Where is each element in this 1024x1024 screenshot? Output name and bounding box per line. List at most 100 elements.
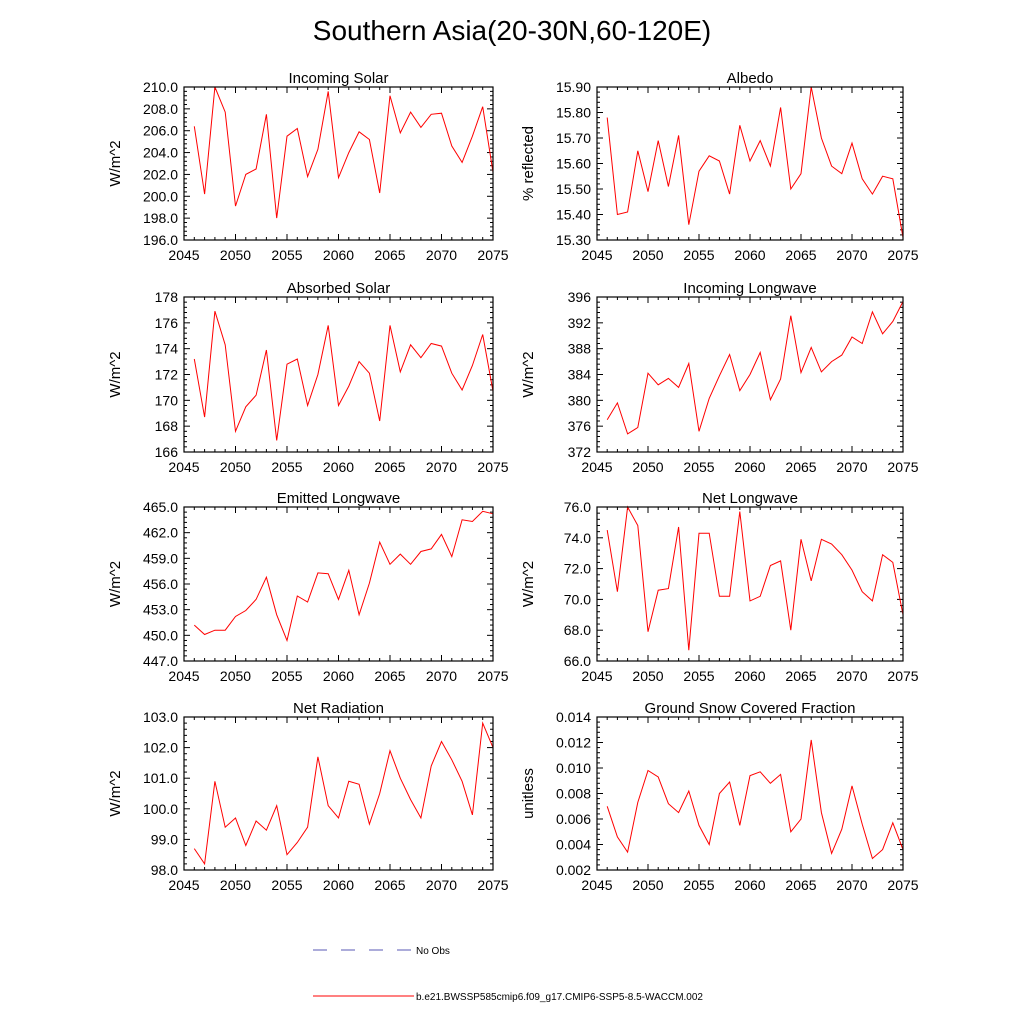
- x-tick-label: 2065: [374, 877, 405, 893]
- x-tick-label: 2065: [374, 668, 405, 684]
- y-axis-label: W/m^2: [107, 770, 124, 816]
- y-tick-label: 15.50: [556, 181, 591, 197]
- data-point: [637, 427, 638, 428]
- data-point: [617, 836, 618, 837]
- data-point: [790, 630, 791, 631]
- x-tick-label: 2070: [426, 668, 457, 684]
- y-tick-label: 99.0: [151, 831, 178, 847]
- x-tick-label: 2075: [477, 247, 508, 263]
- series-line: [193, 311, 494, 441]
- data-point: [204, 863, 205, 864]
- data-point: [790, 831, 791, 832]
- data-point: [760, 140, 761, 141]
- y-tick-label: 462.0: [143, 525, 178, 541]
- y-tick-label: 392: [568, 315, 592, 331]
- y-tick-label: 376: [568, 418, 592, 434]
- data-point: [256, 599, 257, 600]
- plot-frame: [596, 506, 904, 662]
- data-point: [245, 610, 246, 611]
- y-tick-label: 176: [155, 315, 179, 331]
- data-point: [389, 750, 390, 751]
- data-point: [780, 107, 781, 108]
- x-tick-label: 2075: [477, 459, 508, 475]
- y-axis-label: W/m^2: [107, 140, 124, 186]
- y-axis-label: W/m^2: [520, 561, 537, 607]
- data-point: [800, 818, 801, 819]
- data-point: [348, 386, 349, 387]
- data-point: [658, 590, 659, 591]
- data-point: [462, 781, 463, 782]
- data-point: [821, 371, 822, 372]
- data-point: [739, 825, 740, 826]
- data-point: [328, 573, 329, 574]
- legend: No Obs b.e21.BWSSP585cmip6.f09_g17.CMIP6…: [313, 946, 703, 1003]
- data-point: [235, 206, 236, 207]
- data-point: [668, 803, 669, 804]
- x-tick-label: 2070: [836, 247, 867, 263]
- data-point: [698, 171, 699, 172]
- data-point: [317, 149, 318, 150]
- data-point: [892, 321, 893, 322]
- x-tick-label: 2050: [220, 877, 251, 893]
- data-point: [420, 551, 421, 552]
- data-point: [607, 117, 608, 118]
- data-point: [286, 364, 287, 365]
- y-tick-label: 174: [155, 341, 179, 357]
- data-point: [678, 812, 679, 813]
- data-point: [441, 345, 442, 346]
- data-point: [286, 136, 287, 137]
- data-point: [688, 363, 689, 364]
- data-point: [369, 824, 370, 825]
- data-point: [862, 178, 863, 179]
- data-point: [451, 556, 452, 557]
- data-point: [256, 395, 257, 396]
- plot-frame: [183, 506, 494, 662]
- data-point: [637, 150, 638, 151]
- data-point: [688, 790, 689, 791]
- data-point: [462, 162, 463, 163]
- x-tick-label: 2060: [323, 459, 354, 475]
- data-point: [307, 601, 308, 602]
- y-axis-label: unitless: [520, 768, 537, 819]
- plot-frame: [183, 86, 494, 241]
- data-point: [760, 352, 761, 353]
- x-tick-label: 2055: [683, 668, 714, 684]
- data-point: [328, 91, 329, 92]
- x-tick-label: 2075: [887, 668, 918, 684]
- y-tick-label: 450.0: [143, 627, 178, 643]
- data-point: [851, 143, 852, 144]
- data-point: [297, 595, 298, 596]
- data-point: [410, 564, 411, 565]
- data-point: [307, 176, 308, 177]
- data-point: [780, 560, 781, 561]
- data-point: [709, 155, 710, 156]
- data-point: [780, 774, 781, 775]
- data-point: [317, 756, 318, 757]
- y-tick-label: 202.0: [143, 166, 178, 182]
- data-point: [739, 125, 740, 126]
- data-point: [389, 95, 390, 96]
- data-point: [214, 781, 215, 782]
- data-point: [851, 336, 852, 337]
- data-point: [770, 165, 771, 166]
- data-point: [328, 805, 329, 806]
- data-point: [462, 389, 463, 390]
- data-point: [410, 799, 411, 800]
- data-point: [790, 315, 791, 316]
- data-point: [872, 600, 873, 601]
- y-tick-label: 15.40: [556, 207, 591, 223]
- data-point: [749, 600, 750, 601]
- data-point: [831, 361, 832, 362]
- data-point: [780, 378, 781, 379]
- series-line: [606, 86, 904, 238]
- data-point: [297, 842, 298, 843]
- data-point: [225, 827, 226, 828]
- x-tick-label: 2070: [426, 877, 457, 893]
- data-point: [800, 539, 801, 540]
- data-point: [729, 194, 730, 195]
- panel-2: Albedo % reflected 2045 2050 2055 2060 2065 207…: [520, 70, 919, 263]
- data-point: [359, 131, 360, 132]
- data-point: [719, 375, 720, 376]
- data-point: [369, 373, 370, 374]
